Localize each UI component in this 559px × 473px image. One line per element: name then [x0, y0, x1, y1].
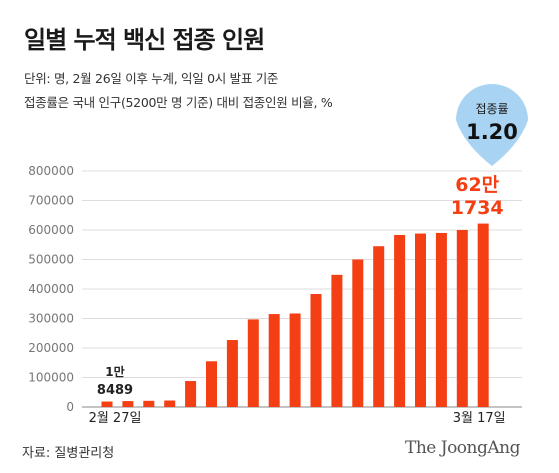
y-tick-label: 800000 — [28, 164, 74, 178]
bar — [352, 259, 364, 407]
bar — [289, 313, 301, 407]
y-tick-label: 100000 — [28, 371, 74, 385]
bar — [373, 246, 385, 407]
y-tick-label: 400000 — [28, 282, 74, 296]
bar — [268, 314, 280, 407]
bar — [331, 274, 343, 407]
last-value-label-line1: 62만 — [455, 174, 499, 196]
bar — [164, 400, 176, 407]
bar — [415, 233, 426, 407]
chart-subtitle-units: 단위: 명, 2월 26일 이후 누계, 익일 0시 발표 기준 — [24, 71, 279, 86]
bar — [435, 232, 447, 407]
brand-logo: The JoongAng — [405, 438, 520, 458]
bar — [185, 381, 197, 407]
bar — [101, 401, 113, 407]
rate-callout-bubble — [456, 84, 528, 166]
rate-callout-value: 1.20 — [466, 120, 518, 144]
bar — [122, 401, 134, 407]
y-tick-label: 0 — [66, 400, 74, 414]
bar — [394, 235, 406, 407]
bar — [226, 340, 238, 407]
rate-callout-label: 접종률 — [475, 102, 508, 116]
y-tick-label: 600000 — [28, 223, 74, 237]
bar — [247, 319, 259, 407]
y-tick-label: 200000 — [28, 341, 74, 355]
chart-title: 일별 누적 백신 접종 인원 — [24, 26, 265, 54]
y-tick-label: 700000 — [28, 194, 74, 208]
bar — [206, 361, 217, 407]
source-note: 자료: 질병관리청 — [22, 446, 115, 461]
x-tick-label: 3월 17일 — [453, 411, 506, 426]
first-value-label-line1: 1만 — [105, 364, 124, 379]
last-value-label-line2: 1734 — [451, 197, 504, 219]
y-tick-label: 300000 — [28, 312, 74, 326]
bar — [477, 223, 489, 407]
bar — [456, 230, 468, 407]
chart-subtitle-rate-note: 접종률은 국내 인구(5200만 명 기준) 대비 접종인원 비율, % — [24, 95, 333, 110]
y-tick-label: 500000 — [28, 253, 74, 267]
bar — [143, 400, 155, 407]
bar — [310, 294, 322, 407]
x-tick-label: 2월 27일 — [89, 411, 142, 426]
first-value-label-line2: 8489 — [97, 383, 133, 398]
